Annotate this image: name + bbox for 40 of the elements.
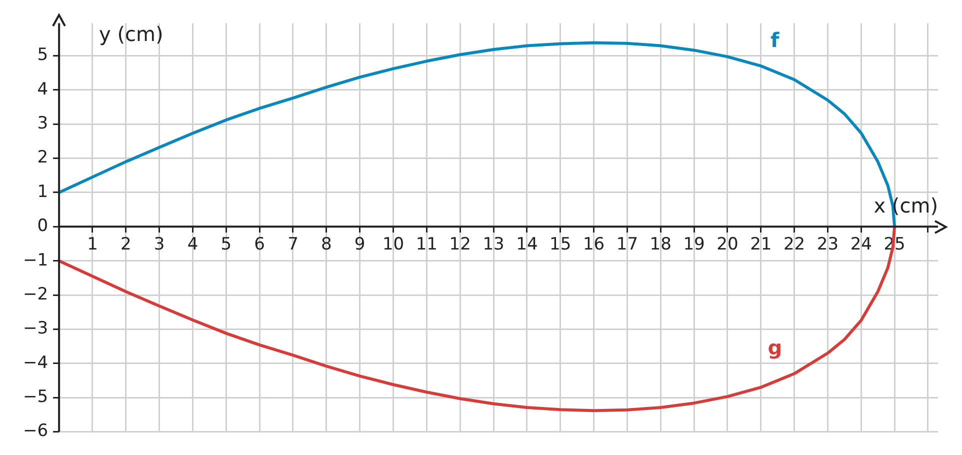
x-tick-label: 3 bbox=[154, 234, 165, 254]
y-tick-label: 1 bbox=[37, 182, 48, 202]
x-tick-label: 6 bbox=[254, 234, 265, 254]
x-tick-label: 20 bbox=[716, 234, 738, 254]
y-tick-label: −2 bbox=[23, 284, 48, 304]
y-tick-label: −5 bbox=[23, 387, 48, 408]
y-tick-label: −3 bbox=[23, 318, 48, 339]
x-tick-label: 5 bbox=[220, 234, 232, 254]
x-tick-label: 22 bbox=[783, 234, 806, 254]
x-tick-label: 10 bbox=[382, 234, 404, 254]
x-tick-label: 7 bbox=[288, 234, 298, 254]
y-tick-label: 4 bbox=[37, 79, 48, 100]
y-axis-title: y (cm) bbox=[99, 22, 164, 46]
y-tick-label: 0 bbox=[37, 216, 48, 236]
x-tick-label: 12 bbox=[449, 234, 471, 254]
x-tick-label: 4 bbox=[187, 234, 198, 254]
x-tick-label: 8 bbox=[321, 234, 332, 254]
series-label: g bbox=[768, 336, 782, 360]
y-tick-label: 2 bbox=[37, 148, 48, 168]
x-tick-label: 15 bbox=[550, 234, 572, 254]
x-axis-title: x (cm) bbox=[874, 194, 938, 218]
x-tick-label: 14 bbox=[516, 234, 538, 254]
x-tick-label: 24 bbox=[850, 234, 872, 254]
y-tick-label: 3 bbox=[37, 113, 48, 134]
x-tick-label: 19 bbox=[683, 234, 705, 254]
x-tick-label: 21 bbox=[750, 234, 772, 254]
y-tick-label: 5 bbox=[37, 45, 48, 66]
x-tick-label: 18 bbox=[650, 234, 672, 254]
series-label: f bbox=[770, 28, 780, 52]
x-tick-label: 2 bbox=[120, 234, 132, 254]
x-tick-label: 1 bbox=[87, 234, 98, 254]
x-tick-label: 16 bbox=[582, 234, 605, 254]
x-tick-label: 11 bbox=[416, 234, 438, 254]
y-tick-label: −6 bbox=[23, 421, 48, 442]
x-tick-label: 13 bbox=[482, 234, 504, 254]
x-tick-label: 17 bbox=[616, 234, 638, 254]
x-tick-label: 23 bbox=[816, 234, 839, 254]
x-tick-label: 9 bbox=[354, 234, 366, 254]
y-tick-label: −1 bbox=[23, 250, 48, 270]
y-tick-label: −4 bbox=[23, 352, 48, 373]
